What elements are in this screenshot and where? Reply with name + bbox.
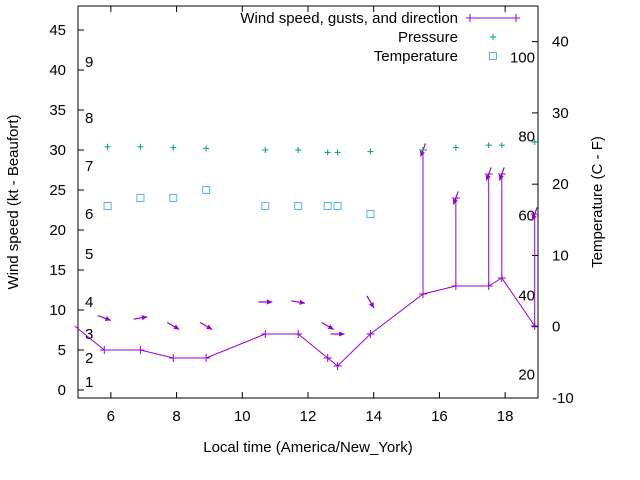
beaufort-label: 6 [85, 206, 93, 223]
x-tick-label: 16 [431, 408, 448, 425]
wind-direction-arrowhead [498, 174, 504, 181]
y2-tick-label: 10 [552, 247, 569, 264]
y-tick-label: 30 [49, 142, 66, 159]
wind-direction-arrowhead [173, 324, 180, 330]
y-tick-label: 35 [49, 102, 66, 119]
y-tick-label: 40 [49, 62, 66, 79]
x-axis-title: Local time (America/New_York) [203, 439, 413, 456]
y-tick-label: 5 [58, 342, 66, 359]
wind-direction-arrowhead [141, 315, 148, 321]
y2-tick-label: 30 [552, 105, 569, 122]
beaufort-label: 1 [85, 374, 93, 391]
y2-tick-label: 0 [552, 319, 560, 336]
beaufort-label: 5 [85, 246, 93, 263]
fahrenheit-label: 80 [518, 128, 535, 145]
wind-direction-arrowhead [485, 174, 491, 181]
beaufort-label: 7 [85, 158, 93, 175]
y-tick-label: 0 [58, 382, 66, 399]
wind-direction-arrowhead [104, 316, 111, 321]
x-tick-label: 12 [300, 408, 317, 425]
y2-tick-label: 20 [552, 176, 569, 193]
y-tick-label: 45 [49, 22, 66, 39]
temperature-point [323, 202, 332, 210]
y-tick-label: 10 [49, 302, 66, 319]
temperature-point [103, 202, 112, 210]
temperature-point [333, 202, 342, 210]
y-tick-label: 20 [49, 222, 66, 239]
fahrenheit-label: 20 [518, 366, 535, 383]
x-tick-label: 14 [365, 408, 382, 425]
wind-direction-arrowhead [206, 324, 213, 330]
beaufort-label: 2 [85, 350, 93, 367]
y2-axis-title: Temperature (C - F) [589, 136, 606, 268]
beaufort-label: 9 [85, 54, 93, 71]
fahrenheit-label: 40 [518, 287, 535, 304]
wind-direction-arrowhead [368, 302, 374, 309]
y2-tick-label: -10 [552, 390, 574, 407]
wind-direction-arrowhead [327, 324, 334, 330]
wind-direction-arrowhead [299, 299, 306, 305]
legend-label-wind: Wind speed, gusts, and direction [240, 10, 458, 27]
temperature-point [294, 202, 303, 210]
wind-speed-line [74, 277, 536, 367]
x-tick-label: 18 [497, 408, 514, 425]
temperature-point [261, 202, 270, 210]
wind-direction-arrowhead [420, 150, 425, 157]
temperature-point [366, 210, 375, 218]
fahrenheit-label: 60 [518, 208, 535, 225]
legend-label-temperature: Temperature [374, 48, 458, 65]
wind-direction-arrowhead [452, 198, 458, 205]
legend-key-temperature [489, 52, 497, 60]
temperature-point [169, 194, 178, 202]
temperature-point [136, 194, 145, 202]
beaufort-label: 3 [85, 326, 93, 343]
x-tick-label: 8 [172, 408, 180, 425]
y-tick-label: 25 [49, 182, 66, 199]
x-tick-label: 10 [234, 408, 251, 425]
temperature-point [202, 186, 211, 194]
plot-frame [77, 5, 539, 399]
beaufort-label: 4 [85, 294, 93, 311]
y-axis-title: Wind speed (kt - Beaufort) [5, 114, 22, 289]
wind-direction-arrowhead [531, 214, 537, 221]
x-tick-label: 6 [107, 408, 115, 425]
fahrenheit-label: 100 [510, 49, 535, 66]
wind-direction-arrowhead [266, 299, 273, 305]
beaufort-label: 8 [85, 110, 93, 127]
legend-label-pressure: Pressure [398, 29, 458, 46]
wind-direction-arrowhead [339, 331, 345, 337]
y2-tick-label: 40 [552, 34, 569, 51]
y-tick-label: 15 [49, 262, 66, 279]
